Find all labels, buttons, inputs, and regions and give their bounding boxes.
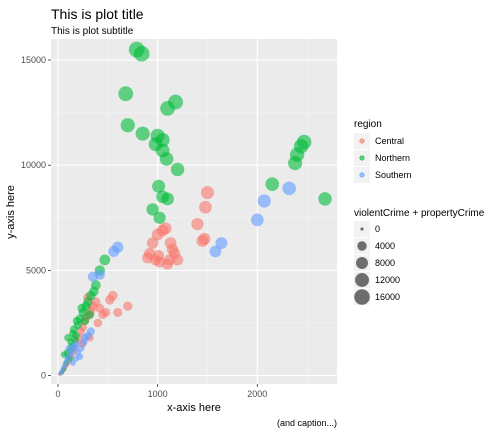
data-point xyxy=(170,162,185,177)
data-point xyxy=(198,232,211,245)
data-point xyxy=(65,344,73,352)
y-tick-label: 15000 xyxy=(21,55,46,65)
size-label-12000: 12000 xyxy=(375,275,400,285)
chart-subtitle: This is plot subtitle xyxy=(51,26,134,37)
data-point xyxy=(118,86,134,102)
data-point xyxy=(318,192,332,206)
data-point xyxy=(153,250,165,262)
data-points xyxy=(57,41,332,376)
data-point xyxy=(113,307,123,318)
data-point xyxy=(155,132,170,148)
x-axis-label: x-axis here xyxy=(167,402,221,414)
y-tick-label: 10000 xyxy=(21,160,46,170)
legend-label-southern: Southern xyxy=(375,170,412,180)
data-point xyxy=(107,290,118,301)
legend-key-northern xyxy=(359,155,365,161)
x-tick-label: 2000 xyxy=(247,389,267,399)
data-point xyxy=(152,179,166,193)
data-point xyxy=(81,333,89,342)
data-point xyxy=(265,177,280,191)
data-point xyxy=(72,316,82,326)
data-point xyxy=(199,200,212,214)
data-point xyxy=(123,301,133,311)
data-point xyxy=(159,152,174,166)
data-point xyxy=(215,237,228,250)
data-point xyxy=(282,181,296,196)
y-tick-label: 0 xyxy=(41,371,46,381)
data-point xyxy=(98,310,108,320)
legend-label-central: Central xyxy=(375,136,404,146)
data-point xyxy=(72,355,80,362)
x-tick-label: 1000 xyxy=(148,389,168,399)
legend-label-northern: Northern xyxy=(375,153,410,163)
y-tick-label: 5000 xyxy=(26,265,46,275)
size-label-8000: 8000 xyxy=(375,258,395,268)
data-point xyxy=(72,340,80,348)
data-point xyxy=(164,254,176,266)
chart-caption: (and caption...) xyxy=(277,418,337,428)
size-key-12000 xyxy=(355,273,369,287)
data-point xyxy=(168,94,183,110)
data-point xyxy=(112,241,124,253)
data-point xyxy=(171,254,184,266)
size-legend-title: violentCrime + propertyCrime xyxy=(354,208,485,219)
size-label-4000: 4000 xyxy=(375,241,395,251)
data-point xyxy=(257,194,271,208)
y-axis-label: y-axis here xyxy=(5,185,17,239)
data-point xyxy=(135,126,150,141)
data-point xyxy=(296,134,312,150)
size-key-8000 xyxy=(356,257,368,269)
size-key-4000 xyxy=(357,241,367,251)
data-point xyxy=(146,203,159,216)
data-point xyxy=(80,316,90,326)
data-point xyxy=(146,237,159,249)
data-point xyxy=(64,333,72,342)
color-legend-title: region xyxy=(354,119,382,130)
data-point xyxy=(86,327,95,336)
data-point xyxy=(153,211,166,224)
data-point xyxy=(77,303,87,313)
data-point xyxy=(94,269,105,280)
data-point xyxy=(99,254,111,266)
data-point xyxy=(209,245,222,258)
data-point xyxy=(77,344,85,352)
data-point xyxy=(159,222,172,235)
data-point xyxy=(200,186,214,200)
gridlines xyxy=(51,39,337,384)
data-point xyxy=(191,217,204,231)
x-tick-label: 0 xyxy=(55,389,60,399)
chart-title: This is plot title xyxy=(51,6,144,22)
data-point xyxy=(250,213,264,227)
data-point xyxy=(93,318,103,328)
size-label-0: 0 xyxy=(375,224,380,234)
data-point xyxy=(85,310,95,319)
size-label-16000: 16000 xyxy=(375,292,400,302)
legend-key-southern xyxy=(359,172,365,178)
data-point xyxy=(90,280,101,291)
data-point xyxy=(133,45,150,62)
size-key-16000 xyxy=(354,289,370,305)
data-point xyxy=(120,118,135,133)
axis-ticks: 0 1000 2000 0 5000 10000 15000 xyxy=(21,55,267,399)
color-legend: region Central Northern Southern xyxy=(354,119,412,183)
series-southern xyxy=(58,181,296,376)
size-key-0 xyxy=(360,227,364,231)
data-point xyxy=(161,192,174,206)
size-legend: violentCrime + propertyCrime 0 4000 8000 12… xyxy=(354,208,485,305)
legend-key-central xyxy=(359,138,365,144)
